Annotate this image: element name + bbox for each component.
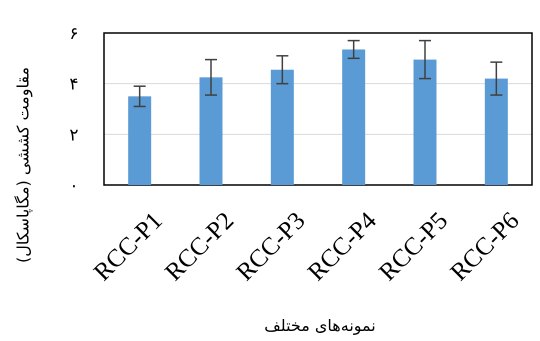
error-bar [490, 61, 503, 96]
x-tick-label: RCC-P4 [303, 207, 382, 286]
x-tick-label: RCC-P2 [160, 207, 239, 286]
error-bars [133, 39, 503, 108]
y-tick-label: ۰ [69, 176, 78, 196]
bar-rcc-p2 [199, 77, 223, 185]
error-bar [205, 58, 217, 96]
x-axis-title: نمونه‌های مختلف [264, 316, 376, 336]
bar-rcc-p1 [128, 96, 152, 185]
y-axis-title: مقاومت کششی (مگاپاسکال) [14, 67, 34, 263]
bars [128, 49, 508, 185]
x-tick-label: RCC-P3 [232, 207, 311, 286]
bar-rcc-p6 [484, 78, 508, 185]
y-tick-label: ۶ [69, 24, 78, 44]
error-bar [347, 39, 360, 60]
x-tick-label: RCC-P1 [89, 207, 168, 286]
error-bar [133, 85, 146, 108]
x-tick-label: RCC-P6 [446, 207, 525, 286]
plot-frame [103, 32, 533, 186]
gridlines [104, 83, 532, 135]
y-tick-labels: ۰ ۲ ۴ ۶ [69, 24, 78, 196]
x-tick-label: RCC-P5 [374, 207, 453, 286]
y-tick-label: ۴ [69, 75, 78, 95]
y-tick-label: ۲ [69, 125, 78, 145]
bar-rcc-p5 [413, 59, 437, 185]
error-bar [276, 55, 289, 85]
error-bar [419, 39, 431, 80]
bar-rcc-p4 [342, 49, 366, 185]
bar-rcc-p3 [270, 69, 294, 185]
